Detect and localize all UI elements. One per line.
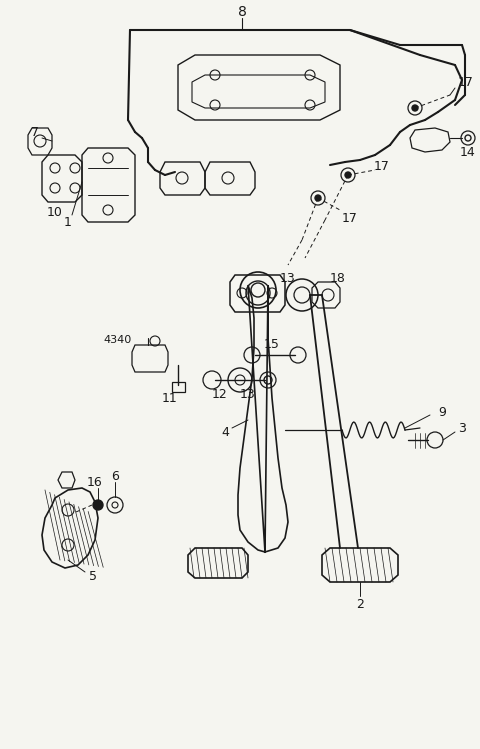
Text: 8: 8 bbox=[238, 5, 246, 19]
Text: 17: 17 bbox=[342, 211, 358, 225]
Text: 3: 3 bbox=[458, 422, 466, 434]
Text: 9: 9 bbox=[438, 405, 446, 419]
Circle shape bbox=[93, 500, 103, 510]
Text: 18: 18 bbox=[330, 271, 346, 285]
Text: 16: 16 bbox=[87, 476, 103, 488]
Text: 15: 15 bbox=[264, 339, 280, 351]
Text: 7: 7 bbox=[31, 127, 39, 139]
Text: 2: 2 bbox=[356, 598, 364, 611]
Text: 5: 5 bbox=[89, 569, 97, 583]
Text: 13: 13 bbox=[280, 271, 296, 285]
Circle shape bbox=[345, 172, 351, 178]
Text: 14: 14 bbox=[460, 147, 476, 160]
Text: 4: 4 bbox=[221, 426, 229, 440]
Text: 10: 10 bbox=[47, 205, 63, 219]
Text: 4340: 4340 bbox=[104, 335, 132, 345]
Circle shape bbox=[412, 105, 418, 111]
Text: 13: 13 bbox=[240, 389, 256, 401]
Text: 6: 6 bbox=[111, 470, 119, 482]
Circle shape bbox=[315, 195, 321, 201]
Text: 1: 1 bbox=[64, 216, 72, 228]
Text: 17: 17 bbox=[374, 160, 390, 174]
Text: 12: 12 bbox=[212, 389, 228, 401]
Text: 11: 11 bbox=[162, 392, 178, 404]
Text: 17: 17 bbox=[458, 76, 474, 89]
